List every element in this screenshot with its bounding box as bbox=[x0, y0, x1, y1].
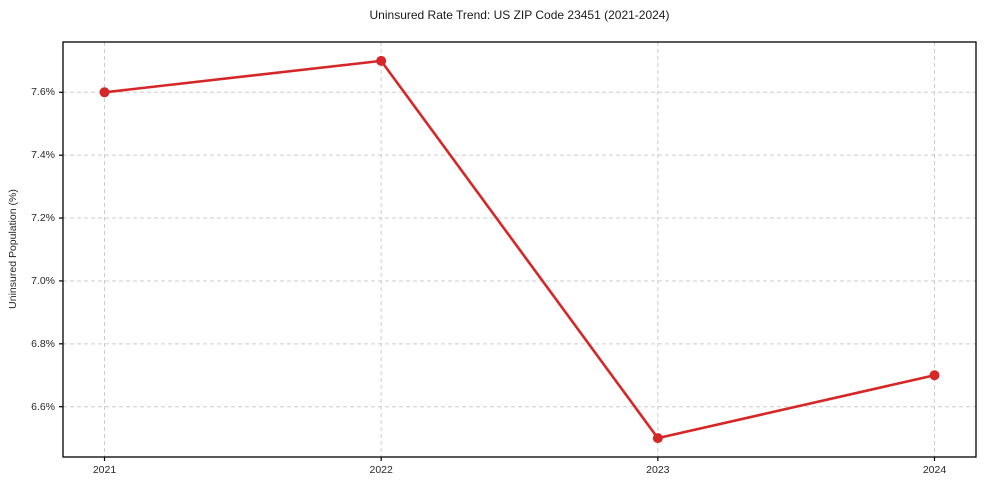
y-tick-label: 7.4% bbox=[31, 149, 55, 162]
chart-title: Uninsured Rate Trend: US ZIP Code 23451 … bbox=[369, 8, 670, 22]
y-tick-label: 7.2% bbox=[31, 212, 55, 225]
x-tick-label: 2024 bbox=[922, 464, 947, 476]
x-tick-label: 2023 bbox=[646, 464, 670, 476]
y-tick-label: 6.6% bbox=[31, 400, 55, 413]
y-tick-label: 6.8% bbox=[31, 337, 55, 350]
data-point-marker bbox=[376, 55, 387, 66]
data-point-marker bbox=[929, 370, 940, 381]
data-point-marker bbox=[99, 87, 110, 98]
x-tick-label: 2021 bbox=[92, 464, 117, 476]
y-tick-label: 7.6% bbox=[31, 86, 55, 99]
trend-line bbox=[103, 59, 936, 440]
data-point-marker bbox=[652, 433, 663, 444]
plot-border bbox=[62, 41, 977, 458]
y-tick-label: 7.0% bbox=[31, 274, 55, 287]
x-tick-label: 2022 bbox=[369, 464, 393, 476]
